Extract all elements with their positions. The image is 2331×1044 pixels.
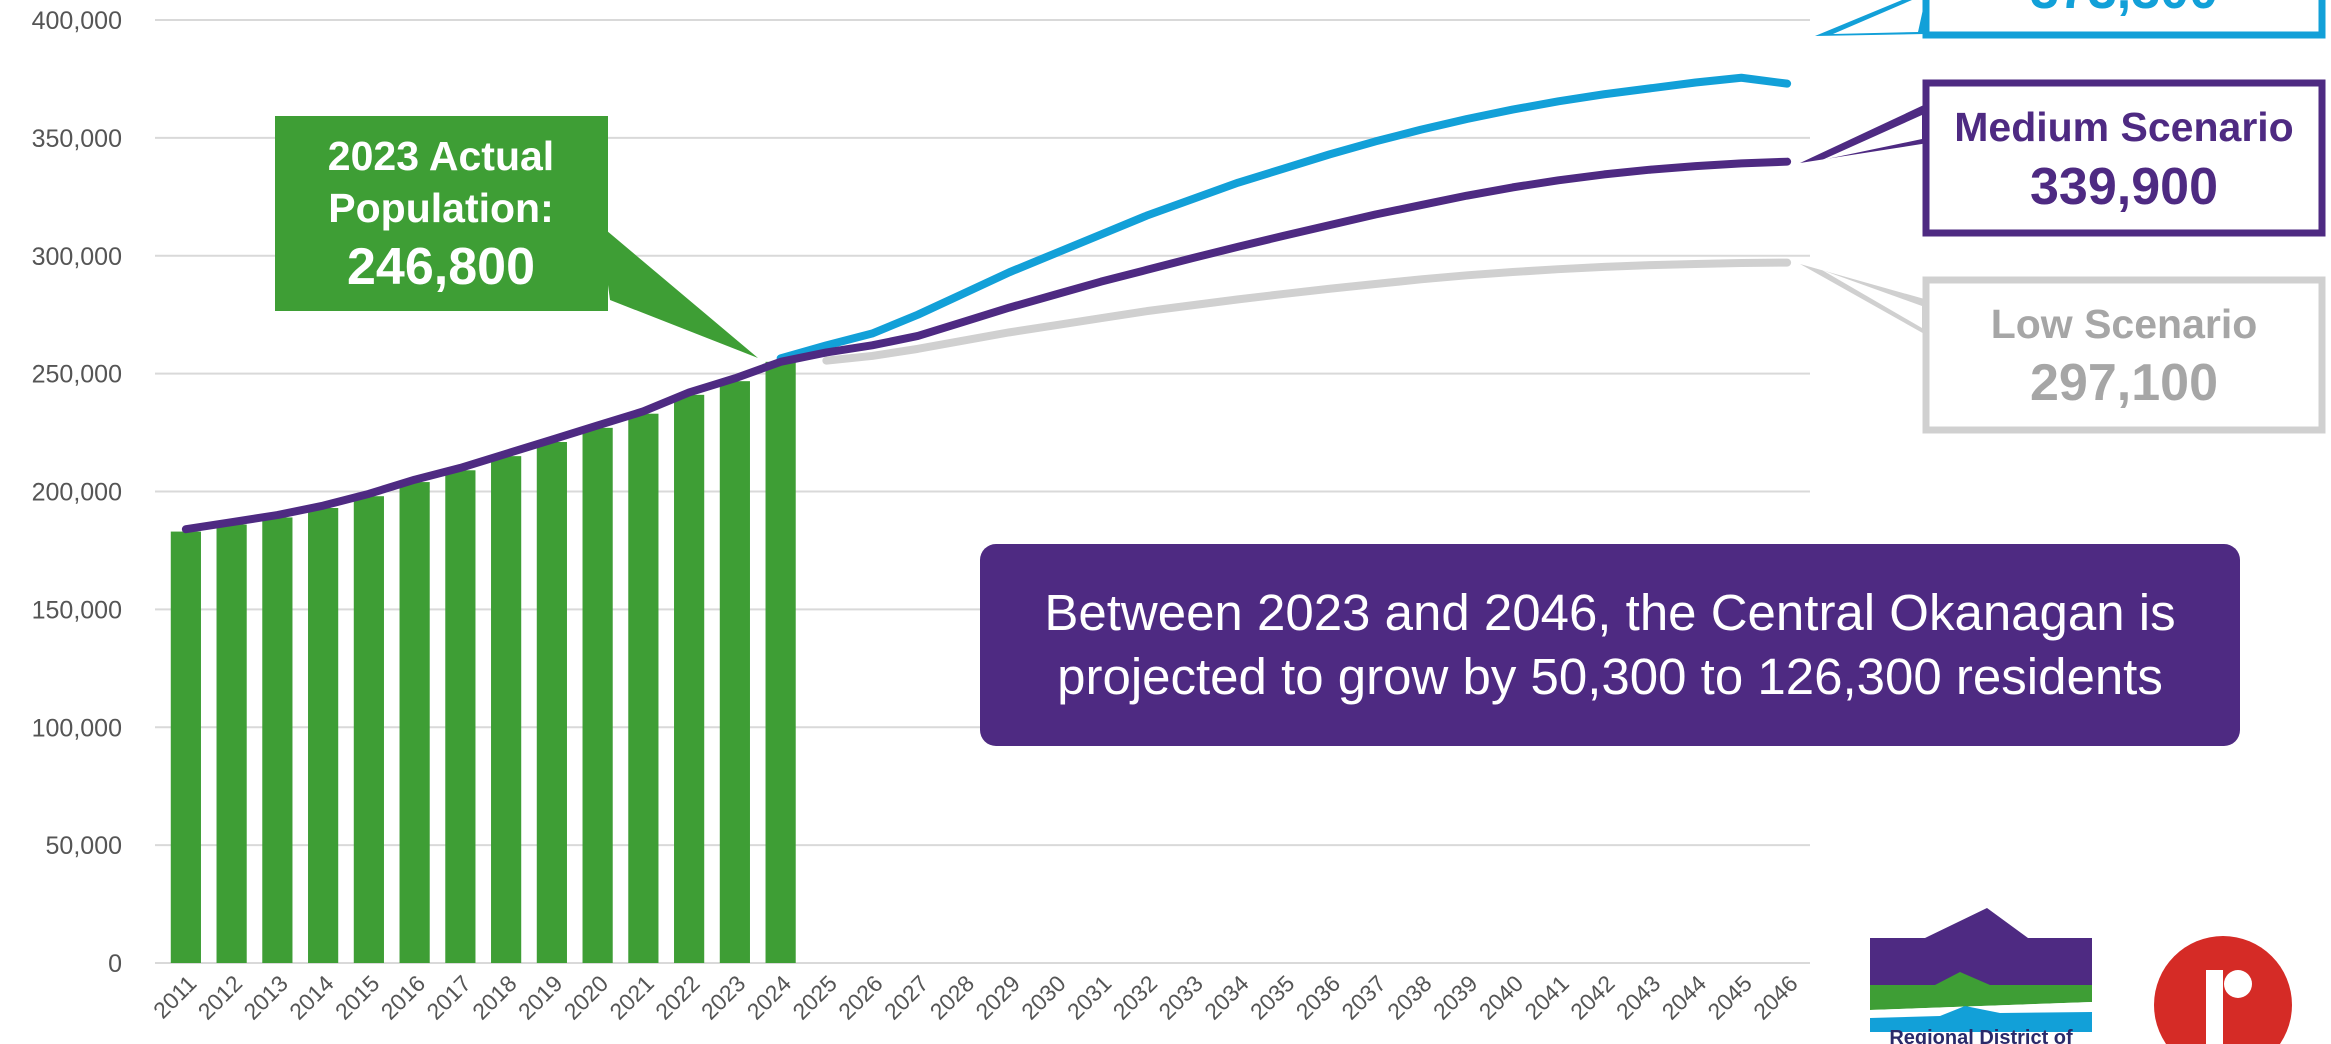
low-scenario-callout: Low Scenario 297,100 [1800, 264, 2326, 434]
medium-scenario-callout: Medium Scenario 339,900 [1800, 79, 2326, 237]
x-tick-label: 2020 [559, 970, 614, 1025]
x-tick-label: 2042 [1565, 970, 1620, 1025]
series-line-low [822, 258, 1792, 365]
x-tick-label: 2013 [238, 970, 293, 1025]
x-tick-label: 2033 [1153, 970, 1208, 1025]
x-tick-label: 2037 [1336, 970, 1391, 1025]
x-tick-label: 2032 [1108, 970, 1163, 1025]
y-tick-label: 300,000 [32, 243, 122, 271]
x-tick-label: 2021 [604, 970, 659, 1025]
population-bar [719, 381, 750, 963]
logo-green-band [1870, 972, 2092, 1010]
medium-callout-value: 339,900 [2030, 158, 2218, 216]
population-bar [491, 456, 522, 963]
x-tick-label: 2016 [376, 970, 431, 1025]
y-tick-label: 350,000 [32, 125, 122, 153]
growth-message-line1: Between 2023 and 2046, the Central Okana… [1044, 584, 2176, 641]
series-lines [181, 73, 1792, 534]
x-tick-label: 2034 [1199, 970, 1254, 1025]
x-tick-label: 2024 [742, 970, 797, 1025]
actual-callout-value: 246,800 [347, 238, 535, 296]
medium-callout-label: Medium Scenario [1954, 104, 2293, 150]
population-bar [170, 531, 201, 963]
x-tick-label: 2035 [1245, 970, 1300, 1025]
x-tick-label: 2014 [284, 970, 339, 1025]
medium-callout-box [1922, 79, 2326, 237]
x-tick-label: 2041 [1519, 970, 1574, 1025]
y-tick-label: 50,000 [46, 832, 122, 860]
x-tick-label: 2019 [513, 970, 568, 1025]
population-bar [353, 496, 384, 963]
low-callout-pointer [1800, 264, 1928, 336]
x-tick-label: 2045 [1702, 970, 1757, 1025]
actual-population-callout: 2023 Actual Population: 246,800 [275, 116, 758, 358]
x-tick-label: 2026 [833, 970, 888, 1025]
x-tick-label: 2025 [787, 970, 842, 1025]
red-logo-stem [2206, 970, 2223, 1044]
population-bar [628, 413, 659, 963]
series-line-medium [181, 157, 1792, 534]
population-bar [674, 394, 705, 963]
x-tick-label: 2040 [1474, 970, 1529, 1025]
actual-callout-box [275, 116, 608, 311]
x-tick-label: 2023 [696, 970, 751, 1025]
low-callout-label: Low Scenario [1991, 301, 2258, 347]
x-tick-label: 2017 [421, 970, 476, 1025]
logo-mountain-shape [1870, 908, 2092, 985]
x-tick-label: 2022 [650, 970, 705, 1025]
population-bar [536, 441, 567, 963]
x-axis-ticks: 2011201220132014201520162017201820192020… [148, 970, 1803, 1025]
series-line-high [776, 73, 1792, 363]
x-tick-label: 2012 [193, 970, 248, 1025]
x-tick-label: 2028 [925, 970, 980, 1025]
low-callout-value: 297,100 [2030, 354, 2218, 412]
x-tick-label: 2043 [1611, 970, 1666, 1025]
actual-callout-pointer [600, 225, 758, 358]
population-bar [445, 470, 476, 963]
x-tick-label: 2031 [1062, 970, 1117, 1025]
growth-message-line2: projected to grow by 50,300 to 126,300 r… [1057, 648, 2163, 705]
red-circle-logo [2154, 936, 2292, 1044]
x-tick-label: 2027 [879, 970, 934, 1025]
population-bar [399, 482, 430, 963]
high-callout-value: 373,300 [2030, 0, 2218, 20]
actual-callout-line2: Population: [328, 185, 553, 231]
x-tick-label: 2011 [148, 970, 201, 1023]
population-bar [582, 427, 613, 963]
medium-callout-pointer [1800, 103, 1928, 163]
bars [170, 361, 796, 963]
x-tick-label: 2029 [970, 970, 1025, 1025]
low-callout-box [1922, 276, 2326, 434]
x-tick-label: 2015 [330, 970, 385, 1025]
y-tick-label: 100,000 [32, 714, 122, 742]
y-axis-ticks: 0 50,000 100,000 150,000 200,000 250,000 300,0… [32, 7, 122, 978]
population-bar [308, 508, 339, 963]
x-tick-label: 2036 [1291, 970, 1346, 1025]
high-callout-box [1922, 0, 2326, 39]
y-tick-label: 200,000 [32, 479, 122, 507]
population-bar [262, 517, 293, 963]
x-tick-label: 2030 [1016, 970, 1071, 1025]
population-bar [765, 361, 796, 963]
actual-callout-line1: 2023 Actual [328, 133, 554, 179]
x-tick-label: 2038 [1382, 970, 1437, 1025]
y-tick-label: 0 [108, 950, 122, 978]
x-tick-label: 2018 [467, 970, 522, 1025]
red-logo-dot [2224, 970, 2252, 998]
logo-caption: Regional District of [1889, 1027, 2073, 1044]
high-scenario-callout: 373,300 [1815, 0, 2326, 39]
y-tick-label: 250,000 [32, 361, 122, 389]
regional-district-logo: Regional District of [1870, 908, 2092, 1044]
x-tick-label: 2039 [1428, 970, 1483, 1025]
logo-blue-band [1870, 1006, 2092, 1032]
x-tick-label: 2046 [1748, 970, 1803, 1025]
y-tick-label: 150,000 [32, 596, 122, 624]
x-tick-label: 2044 [1657, 970, 1712, 1025]
growth-message-banner: Between 2023 and 2046, the Central Okana… [980, 544, 2240, 746]
population-bar [216, 524, 247, 963]
y-tick-label: 400,000 [32, 7, 122, 35]
